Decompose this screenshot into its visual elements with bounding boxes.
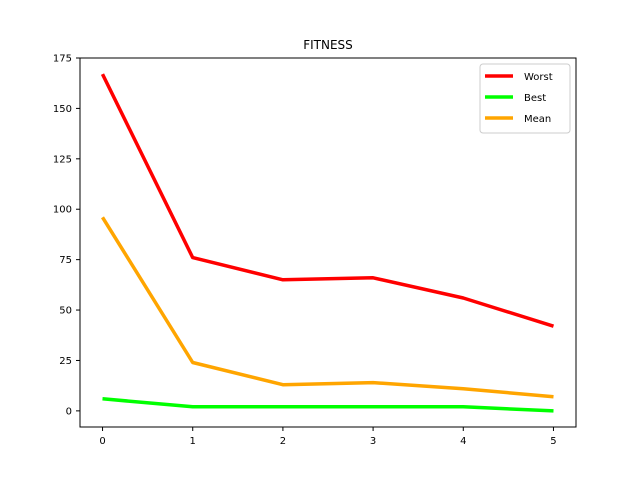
y-tick-label: 75 [59,255,72,266]
legend: Worst Best Mean [479,63,571,134]
legend-label-best: Best [524,93,546,104]
x-tick-label: 5 [550,436,556,447]
x-tick-label: 0 [99,436,105,447]
y-tick-label: 100 [53,205,72,216]
y-tick-label: 150 [53,104,72,115]
y-tick-label: 25 [59,356,72,367]
chart-title: FITNESS [303,38,353,52]
series-line-mean [101,216,554,399]
y-tick-label: 50 [59,306,72,317]
y-tick-label: 125 [53,154,72,165]
x-tick-label: 2 [280,436,286,447]
x-tick-label: 3 [370,436,376,447]
series-line-best [102,397,554,413]
x-tick-label: 4 [460,436,466,447]
y-tick-label: 175 [53,54,72,65]
x-tick-label: 1 [190,436,196,447]
series-layer [100,73,555,413]
legend-box [479,63,571,134]
legend-label-worst: Worst [524,72,553,83]
plot-frame [79,57,577,428]
y-tick-label: 0 [66,406,72,417]
series-line-worst [100,73,555,328]
legend-label-mean: Mean [524,114,551,125]
